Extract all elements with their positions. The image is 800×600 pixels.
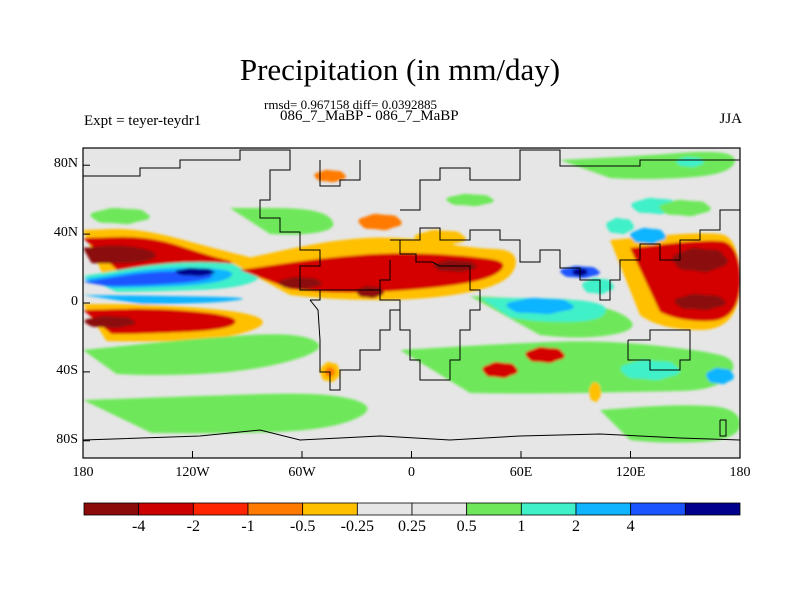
colorbar-label: 0.5 — [456, 518, 477, 535]
x-tick-label: 180 — [72, 465, 94, 480]
colorbar-swatch — [575, 502, 632, 516]
anomaly-region — [230, 208, 334, 235]
colorbar-label: 4 — [626, 518, 635, 535]
anomaly-region — [83, 295, 243, 304]
x-tick-label: 60E — [509, 465, 533, 480]
anomaly-region — [83, 334, 320, 375]
y-tick-label: 0 — [71, 294, 78, 309]
colorbar-swatch — [192, 502, 249, 516]
coastline-antarctica — [83, 429, 740, 441]
anomaly-region — [676, 156, 704, 168]
anomaly-region — [400, 341, 734, 394]
anomaly-region — [83, 308, 236, 334]
anomaly-region — [84, 315, 136, 329]
y-tick-label: 80S — [56, 431, 78, 447]
colorbar-label: -0.5 — [289, 518, 316, 535]
colorbar-swatch — [630, 502, 686, 516]
anomaly-region — [525, 346, 565, 364]
colorbar-label: -1 — [241, 518, 255, 535]
anomaly-region — [630, 227, 666, 245]
colorbar-swatch — [138, 502, 194, 516]
anomaly-region — [90, 207, 150, 225]
colorbar-label: 1 — [517, 518, 526, 535]
anomaly-region — [706, 367, 734, 385]
season-label: JJA — [719, 111, 742, 127]
anomaly-region — [356, 285, 384, 299]
x-tick-label: 180 — [729, 465, 751, 480]
x-tick-label: 120W — [175, 465, 210, 480]
anomaly-region — [482, 361, 518, 379]
x-tick-label: 0 — [408, 465, 415, 480]
plot-title: Precipitation (in mm/day) — [239, 52, 561, 87]
x-tick-label: 120E — [615, 465, 646, 480]
anomaly-region — [600, 405, 740, 443]
anomaly-region — [589, 381, 601, 403]
anomaly-region — [83, 271, 213, 286]
coastline-greenland — [319, 160, 361, 187]
anomaly-region — [175, 267, 215, 277]
anomaly-region — [446, 193, 494, 207]
anomaly-region — [659, 199, 711, 217]
colorbar-swatch — [684, 502, 741, 516]
coastline-australia — [627, 329, 691, 371]
colorbar-swatch — [520, 502, 577, 516]
anomaly-region — [506, 297, 574, 315]
anomaly-region — [582, 277, 614, 295]
colorbar-swatch — [466, 502, 522, 516]
colorbar-swatch — [356, 502, 413, 516]
subtitle: 086_7_MaBP - 086_7_MaBP — [280, 108, 459, 124]
anomaly-region — [672, 247, 728, 273]
stats-line: rmsd= 0.967158 diff= 0.0392885 — [264, 97, 437, 112]
map-field — [83, 148, 740, 458]
coastline-island — [719, 419, 727, 437]
coastline-africa — [379, 239, 481, 381]
colorbar-swatch — [411, 502, 468, 516]
colorbar-label: -2 — [186, 518, 200, 535]
anomaly-region — [83, 393, 368, 434]
coastline-north-america — [83, 149, 321, 301]
anomaly-region — [606, 217, 634, 235]
anomaly-region — [314, 169, 346, 183]
anomaly-region — [83, 245, 156, 264]
y-tick-label: 80N — [53, 156, 78, 172]
anomaly-region — [358, 213, 402, 231]
colorbar-label: -4 — [131, 518, 146, 535]
coastline-eurasia — [400, 149, 740, 301]
y-tick-label: 40N — [53, 225, 78, 241]
x-tick-label: 60W — [288, 465, 316, 480]
colorbar-label: -0.25 — [340, 518, 374, 535]
experiment-label: Expt = teyer-teydr1 — [84, 113, 202, 129]
colorbar-label: 0.25 — [398, 518, 426, 535]
colorbar-swatch — [83, 502, 140, 516]
y-tick-label: 40S — [56, 362, 78, 378]
colorbar-swatch — [247, 502, 304, 516]
colorbar-swatch — [302, 502, 358, 516]
colorbar-label: 2 — [572, 518, 580, 535]
anomaly-region — [674, 293, 726, 311]
